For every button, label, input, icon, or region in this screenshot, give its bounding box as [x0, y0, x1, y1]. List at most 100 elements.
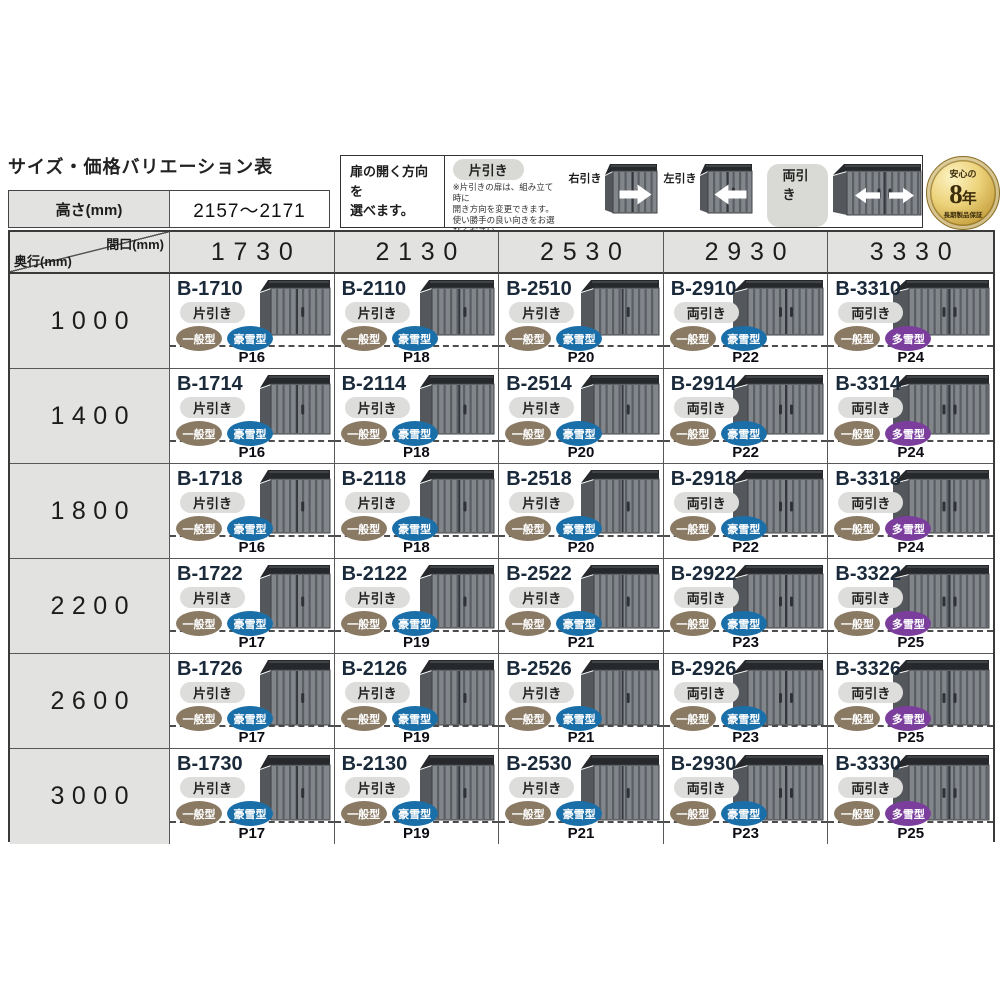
- type-badges: 一般型 豪雪型: [340, 421, 438, 446]
- type-badges: 一般型 豪雪型: [669, 611, 767, 636]
- door-type-pill: 片引き: [180, 587, 246, 608]
- product-cell-B-2126: B-2126 片引き 一般型 豪雪型 P19: [334, 654, 500, 749]
- col-header-1730: 1730: [170, 232, 335, 274]
- shed-illustration: [732, 468, 824, 534]
- model-number: B-2118: [341, 468, 407, 490]
- door-type-pill: 両引き: [838, 587, 904, 608]
- type-badge: 豪雪型: [720, 706, 767, 731]
- warranty-years: 8年: [949, 179, 977, 209]
- product-cell-B-3326: B-3326 両引き 一般型 多雪型 P25: [828, 654, 993, 749]
- row-header-value: 1800: [50, 496, 137, 525]
- type-badge: 一般型: [505, 421, 552, 446]
- model-number: B-2530: [506, 753, 572, 775]
- type-badge: 一般型: [340, 801, 387, 826]
- height-value: 2157〜2171: [193, 200, 306, 222]
- type-badges: 一般型 多雪型: [834, 611, 932, 636]
- type-badge: 一般型: [834, 611, 881, 636]
- page-title: サイズ・価格バリエーション表: [8, 157, 274, 177]
- type-badges: 一般型 豪雪型: [505, 611, 603, 636]
- type-badge: 一般型: [340, 706, 387, 731]
- type-badge: 豪雪型: [720, 516, 767, 541]
- type-badge: 豪雪型: [391, 801, 438, 826]
- shed-left-arrow-icon: [699, 162, 753, 214]
- type-badge: 豪雪型: [720, 326, 767, 351]
- product-cell-B-2110: B-2110 片引き 一般型 豪雪型 P18: [334, 274, 500, 369]
- type-badge: 一般型: [176, 326, 222, 351]
- product-cell-B-1722: B-1722 片引き 一般型 豪雪型 P17: [170, 559, 335, 654]
- model-number: B-2514: [506, 373, 572, 395]
- door-direction-legend: 扉の開く方向を 選べます。 片引き ※片引きの扉は、組み立て時に 開き方向を変更…: [340, 155, 923, 236]
- product-cell-B-2522: B-2522 片引き 一般型 豪雪型 P21: [499, 559, 664, 654]
- door-type-pill: 片引き: [180, 302, 246, 323]
- row-header-value: 2200: [50, 591, 137, 620]
- height-table: 高さ(mm) 2157〜2171: [8, 190, 330, 228]
- type-badge: 豪雪型: [391, 706, 438, 731]
- door-type-pill: 両引き: [673, 302, 739, 323]
- product-cell-B-2510: B-2510 片引き 一般型 豪雪型 P20: [499, 274, 664, 369]
- shed-illustration: [259, 278, 331, 336]
- shed-illustration: [732, 278, 824, 336]
- model-number: B-2526: [506, 658, 572, 680]
- product-cell-B-3314: B-3314 両引き 一般型 多雪型 P24: [828, 369, 993, 464]
- product-cell-B-2114: B-2114 片引き 一般型 豪雪型 P18: [334, 369, 500, 464]
- legend-intro: 扉の開く方向を 選べます。: [341, 156, 445, 227]
- warranty-line3: 長期製品保証: [943, 212, 983, 219]
- product-cell-B-3330: B-3330 両引き 一般型 多雪型 P25: [828, 749, 993, 844]
- type-badge: 一般型: [505, 611, 552, 636]
- type-badges: 一般型 豪雪型: [505, 706, 603, 731]
- type-badge: 一般型: [176, 421, 222, 446]
- model-number: B-3322: [835, 563, 901, 585]
- col-header-value: 3330: [869, 237, 961, 266]
- product-cell-B-1718: B-1718 片引き 一般型 豪雪型 P16: [170, 464, 335, 559]
- type-badges: 一般型 豪雪型: [340, 801, 438, 826]
- door-type-pill: 両引き: [838, 492, 904, 513]
- legend-single-slide-section: 片引き ※片引きの扉は、組み立て時に 開き方向を変更できます。 使い勝手の良い向…: [445, 156, 563, 236]
- type-badge: 多雪型: [885, 326, 932, 351]
- door-type-pill: 片引き: [509, 777, 575, 798]
- type-badge: 一般型: [834, 326, 881, 351]
- door-type-pill: 片引き: [344, 397, 410, 418]
- type-badge: 一般型: [669, 421, 716, 446]
- model-number: B-3310: [835, 278, 901, 300]
- type-badge: 一般型: [176, 611, 222, 636]
- type-badge: 一般型: [669, 706, 716, 731]
- shed-illustration: [259, 468, 331, 534]
- type-badges: 一般型 豪雪型: [340, 326, 438, 351]
- type-badge: 豪雪型: [227, 326, 273, 351]
- type-badge: 豪雪型: [556, 801, 603, 826]
- door-type-pill: 片引き: [509, 302, 575, 323]
- shed-illustration: [732, 753, 824, 821]
- product-cell-B-2910: B-2910 両引き 一般型 豪雪型 P22: [663, 274, 829, 369]
- model-number: B-2914: [670, 373, 737, 395]
- type-badge: 一般型: [505, 326, 552, 351]
- type-badge: 豪雪型: [227, 611, 273, 636]
- product-cell-B-3322: B-3322 両引き 一般型 多雪型 P25: [828, 559, 993, 654]
- type-badge: 一般型: [340, 611, 387, 636]
- product-cell-B-3310: B-3310 両引き 一般型 多雪型 P24: [828, 274, 993, 369]
- type-badges: 一般型 豪雪型: [669, 326, 767, 351]
- row-header-1400: 1400: [10, 369, 170, 464]
- type-badge: 一般型: [834, 801, 881, 826]
- type-badges: 一般型 多雪型: [834, 326, 932, 351]
- door-type-pill: 片引き: [344, 682, 410, 703]
- shed-illustration: [419, 278, 495, 336]
- corner-depth-label: 奥行(mm): [14, 254, 72, 269]
- type-badges: 一般型 豪雪型: [505, 326, 603, 351]
- shed-illustration: [580, 468, 660, 534]
- model-number: B-2122: [341, 563, 408, 585]
- type-badges: 一般型 豪雪型: [340, 611, 438, 636]
- col-header-2130: 2130: [334, 232, 500, 274]
- single-slide-pill: 片引き: [452, 159, 524, 180]
- model-number: B-2922: [670, 563, 737, 585]
- right-slide-group: 右引き: [563, 162, 658, 227]
- product-cell-B-2926: B-2926 両引き 一般型 豪雪型 P23: [663, 654, 829, 749]
- type-badge: 一般型: [669, 801, 716, 826]
- row-header-value: 1400: [50, 401, 137, 430]
- door-type-pill: 片引き: [509, 587, 575, 608]
- type-badges: 一般型 豪雪型: [176, 801, 273, 826]
- product-cell-B-2530: B-2530 片引き 一般型 豪雪型 P21: [499, 749, 664, 844]
- product-cell-B-2526: B-2526 片引き 一般型 豪雪型 P21: [499, 654, 664, 749]
- type-badges: 一般型 多雪型: [834, 801, 932, 826]
- row-header-2200: 2200: [10, 559, 170, 654]
